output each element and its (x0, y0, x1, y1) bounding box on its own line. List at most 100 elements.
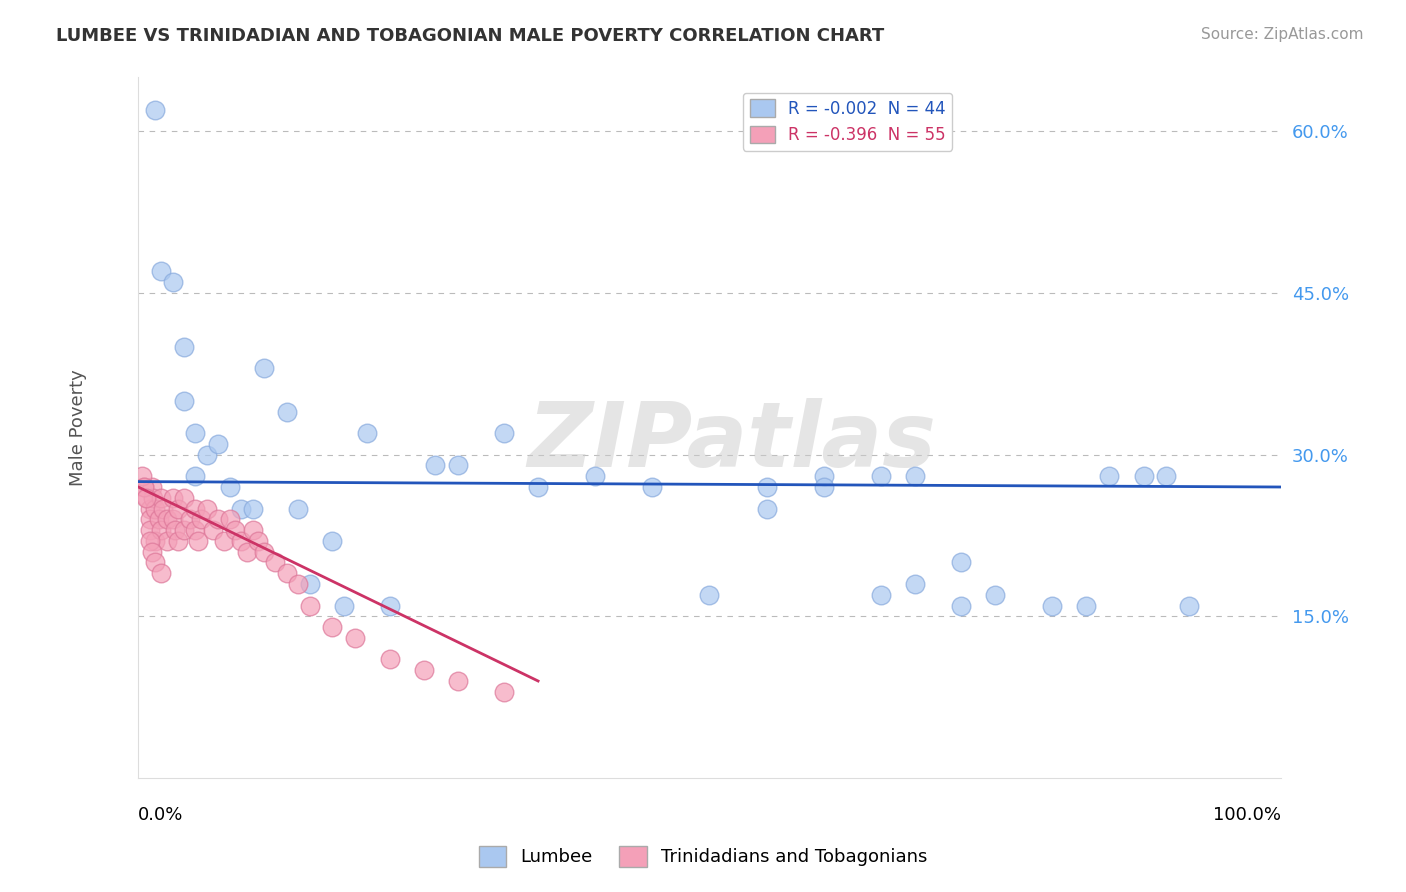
Point (136, 491, 159, 505)
Point (298, 577, 321, 591)
Point (150, 523, 173, 537)
Point (150, 264, 173, 278)
Point (492, 426, 515, 441)
Point (148, 512, 170, 526)
Point (378, 652, 401, 666)
Point (984, 588, 1007, 602)
Point (167, 533, 190, 548)
Point (378, 599, 401, 613)
Point (492, 685, 515, 699)
Point (949, 599, 972, 613)
Point (236, 544, 259, 558)
Point (162, 512, 184, 526)
Point (135, 491, 157, 505)
Point (321, 620, 343, 634)
Point (412, 663, 434, 677)
Point (641, 480, 664, 494)
Point (156, 512, 179, 526)
Point (344, 631, 367, 645)
Point (132, 480, 155, 494)
Point (167, 501, 190, 516)
Point (1156, 469, 1178, 483)
Point (447, 458, 470, 473)
Point (229, 533, 252, 548)
Point (276, 566, 298, 581)
Point (247, 533, 270, 548)
Text: 100.0%: 100.0% (1212, 806, 1281, 824)
Point (163, 523, 186, 537)
Point (187, 533, 209, 548)
Point (150, 566, 173, 581)
Point (1040, 599, 1063, 613)
Point (1098, 469, 1121, 483)
Point (201, 523, 224, 537)
Point (138, 523, 160, 537)
Point (138, 512, 160, 526)
Point (162, 491, 184, 505)
Point (184, 501, 207, 516)
Point (447, 673, 470, 688)
Point (904, 577, 927, 591)
Point (229, 501, 252, 516)
Point (242, 523, 264, 537)
Point (156, 533, 179, 548)
Point (184, 426, 207, 441)
Point (755, 480, 778, 494)
Point (141, 544, 163, 558)
Point (425, 458, 447, 473)
Point (179, 512, 201, 526)
Point (131, 469, 153, 483)
Point (195, 501, 218, 516)
Point (699, 588, 721, 602)
Point (1132, 469, 1154, 483)
Point (242, 501, 264, 516)
Point (173, 523, 195, 537)
Point (145, 103, 167, 117)
Point (173, 491, 195, 505)
Point (287, 501, 309, 516)
Point (218, 480, 240, 494)
Text: 0.0%: 0.0% (138, 806, 184, 824)
Point (904, 469, 927, 483)
Point (207, 512, 229, 526)
Point (184, 469, 207, 483)
Point (264, 556, 287, 570)
Point (207, 437, 229, 451)
Point (321, 533, 343, 548)
Legend: Lumbee, Trinidadians and Tobagonians: Lumbee, Trinidadians and Tobagonians (471, 838, 935, 874)
Text: Male Poverty: Male Poverty (69, 369, 87, 486)
Point (949, 556, 972, 570)
Point (755, 501, 778, 516)
Point (145, 533, 167, 548)
Point (212, 533, 235, 548)
Point (173, 393, 195, 408)
Point (184, 523, 207, 537)
Point (190, 512, 212, 526)
Point (356, 426, 378, 441)
Text: ZIPatlas: ZIPatlas (527, 398, 936, 486)
Point (150, 491, 173, 505)
Point (141, 480, 163, 494)
Point (224, 523, 246, 537)
Point (276, 404, 298, 418)
Point (333, 599, 356, 613)
Legend: R = -0.002  N = 44, R = -0.396  N = 55: R = -0.002 N = 44, R = -0.396 N = 55 (744, 93, 952, 151)
Point (1178, 599, 1201, 613)
Point (152, 501, 174, 516)
Text: LUMBEE VS TRINIDADIAN AND TOBAGONIAN MALE POVERTY CORRELATION CHART: LUMBEE VS TRINIDADIAN AND TOBAGONIAN MAL… (56, 27, 884, 45)
Point (287, 577, 309, 591)
Point (527, 480, 550, 494)
Point (162, 275, 184, 289)
Point (253, 544, 276, 558)
Point (869, 588, 891, 602)
Point (253, 361, 276, 376)
Point (813, 469, 835, 483)
Point (195, 448, 218, 462)
Point (583, 469, 606, 483)
Point (298, 599, 321, 613)
Point (142, 491, 165, 505)
Point (145, 501, 167, 516)
Point (138, 501, 160, 516)
Text: Source: ZipAtlas.com: Source: ZipAtlas.com (1201, 27, 1364, 42)
Point (813, 480, 835, 494)
